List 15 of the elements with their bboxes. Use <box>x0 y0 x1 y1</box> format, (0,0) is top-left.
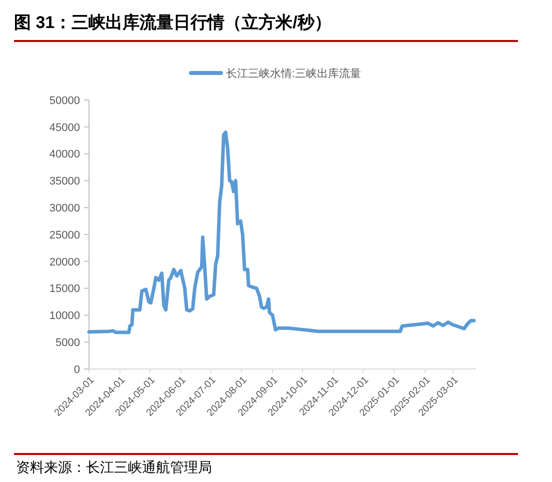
chart-title: 图 31：三峡出库流量日行情（立方米/秒） <box>14 13 332 32</box>
y-tick-label: 5000 <box>56 336 80 349</box>
y-tick-label: 10000 <box>49 310 80 322</box>
y-tick-label: 0 <box>74 364 80 376</box>
y-tick-label: 20000 <box>49 256 80 268</box>
y-tick-label: 15000 <box>49 283 80 296</box>
text: 资料来源：长江三峡通航管理局 <box>16 459 212 475</box>
y-tick-label: 35000 <box>49 176 80 188</box>
y-tick-label: 40000 <box>49 148 80 161</box>
y-tick-label: 25000 <box>49 229 80 242</box>
line-series <box>87 130 476 334</box>
y-tick-label: 30000 <box>49 202 80 214</box>
legend-label: 长江三峡水情:三峡出库流量 <box>226 66 362 80</box>
y-tick-label: 45000 <box>49 122 80 134</box>
y-tick-label: 50000 <box>49 94 80 107</box>
